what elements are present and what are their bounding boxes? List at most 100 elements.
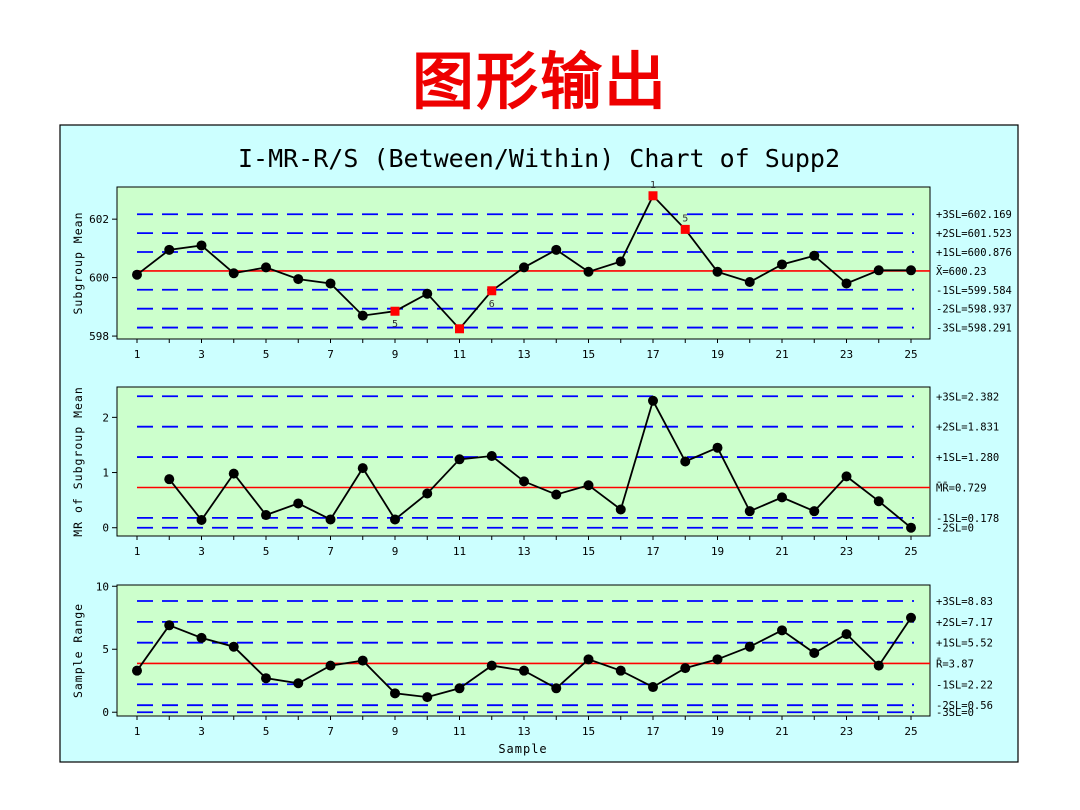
data-point	[712, 654, 723, 665]
data-point	[615, 504, 626, 515]
x-tick-label: 23	[840, 348, 853, 361]
plot-area	[116, 584, 931, 717]
limit-label: +2SL=7.17	[936, 617, 993, 629]
x-tick-label: 21	[775, 725, 788, 738]
data-point	[228, 468, 239, 479]
x-tick-label: 7	[327, 725, 334, 738]
y-tick-label: 5	[102, 643, 109, 656]
plot-area	[116, 386, 931, 537]
data-point	[164, 620, 175, 631]
data-point	[809, 250, 820, 261]
data-point	[422, 488, 433, 499]
x-tick-label: 1	[134, 545, 141, 558]
limit-label: +1SL=1.280	[936, 452, 999, 464]
limit-label: +3SL=602.169	[936, 209, 1012, 221]
data-point	[777, 259, 787, 270]
data-point	[809, 506, 820, 517]
limit-label: -2SL=598.937	[936, 304, 1012, 316]
data-point	[164, 244, 175, 255]
data-point	[551, 244, 562, 255]
data-point	[583, 480, 594, 491]
x-tick-label: 25	[904, 725, 917, 738]
data-point	[873, 496, 884, 507]
data-point	[325, 514, 336, 525]
data-point	[132, 269, 142, 280]
limit-label: -1SL=599.584	[936, 285, 1012, 297]
data-point	[325, 660, 336, 671]
data-point	[293, 498, 304, 509]
data-point	[261, 262, 271, 273]
y-axis-label: Sample Range	[71, 603, 85, 698]
panel-3: +3SL=8.83 +2SL=7.17 +1SL=5.52 R̄=3.87 -1SL=2…	[71, 580, 993, 738]
slide-heading: 图形输出	[411, 45, 668, 118]
x-tick-label: 15	[582, 348, 595, 361]
data-point	[680, 456, 691, 467]
data-point	[873, 265, 884, 276]
panel-1: +3SL=602.169 +2SL=601.523 +1SL=600.876 X̄=6…	[71, 180, 1012, 361]
data-point	[422, 288, 433, 299]
data-point	[261, 510, 271, 521]
flagged-point	[390, 306, 400, 316]
limit-label: -3SL=598.291	[936, 323, 1012, 335]
flag-label: 5	[392, 319, 398, 330]
y-tick-label: 0	[102, 706, 109, 719]
y-tick-label: 600	[89, 272, 109, 285]
x-tick-label: 25	[904, 545, 917, 558]
data-point	[325, 278, 336, 289]
data-point	[196, 240, 207, 251]
data-point	[454, 454, 465, 465]
data-point	[196, 632, 207, 643]
data-point	[777, 625, 787, 636]
limit-label: +2SL=601.523	[936, 228, 1012, 240]
data-point	[390, 514, 400, 525]
limit-label: -2SL=0	[936, 523, 974, 535]
y-tick-label: 598	[89, 330, 109, 343]
data-point	[841, 629, 852, 640]
data-point	[357, 463, 368, 474]
data-point	[809, 648, 820, 659]
data-point	[293, 274, 304, 285]
x-tick-label: 11	[453, 348, 466, 361]
data-point	[486, 660, 497, 671]
data-point	[906, 612, 916, 623]
data-point	[777, 492, 787, 503]
data-point	[132, 665, 142, 676]
data-point	[357, 655, 368, 666]
data-point	[551, 489, 562, 500]
x-tick-label: 9	[392, 725, 399, 738]
data-point	[390, 688, 400, 699]
data-point	[744, 641, 755, 652]
data-point	[744, 506, 755, 517]
flagged-point	[455, 324, 464, 334]
flag-label: 1	[650, 180, 656, 191]
data-point	[293, 678, 304, 689]
x-tick-label: 5	[263, 348, 270, 361]
x-tick-label: 3	[198, 348, 205, 361]
limit-label: +3SL=2.382	[936, 391, 999, 403]
x-tick-label: 1	[134, 348, 141, 361]
data-point	[357, 310, 368, 321]
x-tick-label: 7	[327, 348, 334, 361]
x-tick-label: 9	[392, 545, 399, 558]
data-point	[648, 395, 658, 406]
x-tick-label: 17	[646, 348, 659, 361]
limit-label: R̄=3.87	[936, 658, 974, 671]
data-point	[615, 256, 626, 267]
data-point	[519, 262, 529, 273]
data-point	[648, 682, 658, 693]
data-point	[712, 266, 723, 277]
x-tick-label: 17	[646, 545, 659, 558]
x-tick-label: 13	[517, 545, 530, 558]
x-tick-label: 13	[517, 725, 530, 738]
x-tick-label: 11	[453, 545, 466, 558]
x-tick-label: 19	[711, 545, 724, 558]
data-point	[454, 683, 465, 694]
data-line	[168, 398, 912, 529]
x-tick-label: 21	[775, 348, 788, 361]
limit-label: +1SL=600.876	[936, 247, 1012, 259]
data-point	[228, 268, 239, 279]
x-tick-label: 25	[904, 348, 917, 361]
x-tick-label: 11	[453, 725, 466, 738]
y-tick-label: 0	[102, 522, 109, 535]
x-tick-label: 19	[711, 348, 724, 361]
